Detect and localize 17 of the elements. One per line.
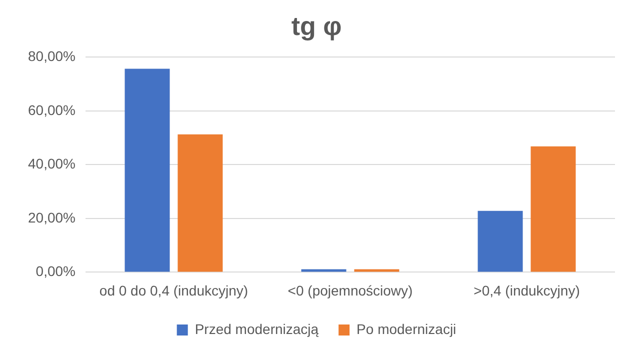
- x-tick-label: <0 (pojemnościowy): [288, 282, 413, 298]
- y-tick-label: 0,00%: [36, 263, 76, 280]
- bar: [530, 146, 576, 272]
- y-tick-label: 80,00%: [28, 48, 76, 64]
- chart-title: tg φ: [291, 10, 342, 41]
- bar: [124, 68, 170, 272]
- bar: [178, 134, 223, 272]
- legend-label: Przed modernizacją: [194, 320, 319, 337]
- y-tick-label: 20,00%: [28, 209, 76, 226]
- y-tick-label: 60,00%: [28, 102, 76, 118]
- x-tick-label: od 0 do 0,4 (indukcyjny): [99, 282, 248, 298]
- x-tick-label: >0,4 (indukcyjny): [474, 282, 580, 298]
- legend-label: Po modernizacji: [356, 320, 456, 337]
- bar: [301, 269, 346, 272]
- y-tick-label: 40,00%: [28, 156, 76, 172]
- bar: [478, 210, 523, 272]
- bar: [354, 269, 400, 272]
